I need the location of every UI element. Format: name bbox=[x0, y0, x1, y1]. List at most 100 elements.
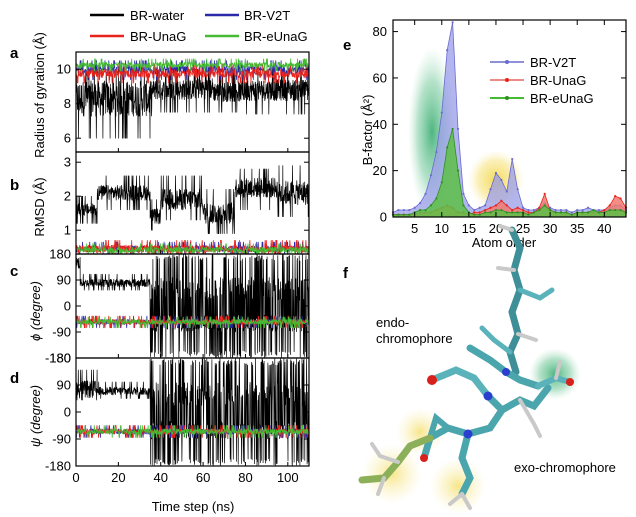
point-e-br-unag bbox=[489, 206, 492, 209]
ytick-label-b-2: 2 bbox=[64, 189, 71, 204]
point-e-br-eunag bbox=[505, 211, 508, 214]
series-a-br-eunag bbox=[76, 58, 309, 72]
series-a-br-unag bbox=[76, 63, 309, 84]
series-d-br-water bbox=[76, 358, 309, 466]
point-e-br-eunag bbox=[451, 127, 454, 131]
xtick-label-20: 20 bbox=[111, 470, 125, 485]
point-e-br-unag bbox=[516, 206, 519, 209]
xtick-label-0: 0 bbox=[72, 470, 79, 485]
point-e-br-v2t bbox=[494, 171, 498, 175]
panel-letter-c: c bbox=[10, 263, 18, 280]
point-e-br-v2t bbox=[586, 206, 590, 209]
ytick-label-c-180: 180 bbox=[49, 247, 71, 262]
point-e-br-eunag bbox=[402, 213, 405, 216]
point-e-br-v2t bbox=[424, 192, 427, 195]
atom-nitrogen-2 bbox=[463, 429, 473, 439]
legend-label-br-unag: BR-UnaG bbox=[130, 29, 186, 44]
atom-oxygen-1 bbox=[427, 375, 437, 385]
panel-letter-f: f bbox=[343, 265, 349, 282]
point-e-br-v2t bbox=[570, 211, 573, 214]
ytick-label-e-40: 40 bbox=[373, 117, 387, 132]
point-e-br-eunag bbox=[429, 204, 433, 207]
panel-d-traces bbox=[76, 358, 309, 466]
point-e-br-unag bbox=[619, 197, 622, 200]
xlabel-time-step: Time step (ns) bbox=[152, 499, 235, 514]
series-b-br-eunag bbox=[76, 243, 309, 254]
point-e-br-eunag bbox=[440, 181, 443, 184]
point-e-br-v2t bbox=[500, 178, 503, 182]
point-e-br-unag bbox=[494, 204, 498, 207]
point-e-br-eunag bbox=[549, 208, 552, 212]
point-e-br-v2t bbox=[511, 157, 514, 161]
panel-a-traces bbox=[76, 58, 309, 139]
xlabel-atom-order: Atom order bbox=[472, 235, 537, 250]
point-e-br-eunag bbox=[473, 213, 476, 216]
panel-b-traces bbox=[76, 165, 309, 254]
panel-b-plot: 1 2 3 bbox=[64, 151, 310, 255]
atom-oxygen-3 bbox=[566, 378, 574, 386]
panel-f-molecule: endo- chromophore exo-chromophore bbox=[358, 224, 616, 514]
legend-label-e-br-v2t: BR-V2T bbox=[530, 55, 576, 70]
ytick-label-e-80: 80 bbox=[373, 24, 387, 39]
point-e-br-v2t bbox=[402, 208, 405, 212]
point-e-br-unag bbox=[608, 204, 611, 207]
point-e-br-eunag bbox=[418, 208, 422, 212]
ytick-label-d-180: 180 bbox=[49, 351, 71, 366]
point-e-br-v2t bbox=[532, 208, 535, 212]
point-e-br-v2t bbox=[521, 206, 525, 209]
xtick-label-e-5: 5 bbox=[411, 221, 418, 236]
point-e-br-eunag bbox=[511, 211, 514, 214]
legend-marker-e-br-unag bbox=[505, 78, 509, 82]
point-e-br-eunag bbox=[538, 208, 541, 212]
ytick-label-b-1: 1 bbox=[64, 223, 71, 238]
point-e-br-v2t bbox=[576, 208, 579, 212]
point-e-br-v2t bbox=[440, 111, 443, 114]
ylabel-bfactor: B-factor (Å²) bbox=[360, 95, 375, 166]
point-e-br-v2t bbox=[456, 127, 460, 131]
xtick-label-40: 40 bbox=[153, 470, 167, 485]
point-e-br-unag bbox=[505, 204, 508, 207]
ylabel-psi: ψ (degree) bbox=[28, 385, 43, 447]
atom-nitrogen-3 bbox=[502, 368, 510, 376]
point-e-br-v2t bbox=[527, 208, 530, 212]
point-e-br-eunag bbox=[565, 211, 568, 214]
ytick-label-b-3: 3 bbox=[64, 155, 71, 170]
point-e-br-v2t bbox=[484, 204, 487, 207]
panel-letter-b: b bbox=[10, 177, 19, 194]
xtick-label-e-15: 15 bbox=[462, 221, 476, 236]
series-a-br-water bbox=[76, 68, 309, 139]
point-e-br-v2t bbox=[505, 190, 508, 193]
point-e-br-v2t bbox=[597, 208, 601, 212]
point-e-br-v2t bbox=[462, 192, 465, 195]
point-e-br-v2t bbox=[435, 151, 438, 154]
point-e-br-unag bbox=[614, 195, 617, 198]
point-e-br-eunag bbox=[619, 208, 622, 212]
panel-letter-e: e bbox=[343, 37, 351, 54]
ytick-label-c-180: -180 bbox=[45, 351, 71, 366]
xtick-label-e-30: 30 bbox=[543, 221, 557, 236]
point-e-br-eunag bbox=[462, 204, 465, 207]
point-e-br-eunag bbox=[532, 211, 535, 214]
panel-c-plot: 180 90 0 -90 -180 bbox=[45, 247, 310, 366]
ytick-label-e-60: 60 bbox=[373, 70, 387, 85]
legend-label-br-water: BR-water bbox=[130, 8, 185, 23]
series-c-br-water bbox=[76, 254, 309, 358]
point-e-br-eunag bbox=[489, 211, 492, 214]
ytick-label-e-0: 0 bbox=[380, 210, 387, 225]
point-e-br-eunag bbox=[543, 204, 546, 207]
point-e-br-v2t bbox=[473, 208, 476, 212]
xtick-label-100: 100 bbox=[277, 470, 299, 485]
point-e-br-eunag bbox=[446, 146, 449, 149]
point-e-br-v2t bbox=[429, 174, 433, 177]
point-e-br-eunag bbox=[592, 208, 595, 212]
ylabel-rmsd: RMSD (Å) bbox=[32, 177, 47, 236]
point-e-br-unag bbox=[500, 199, 503, 202]
point-e-br-eunag bbox=[478, 213, 481, 216]
point-e-br-eunag bbox=[500, 208, 503, 212]
label-endo-chromophore-line1: endo- bbox=[376, 315, 409, 330]
xtick-label-e-20: 20 bbox=[489, 221, 503, 236]
ylabel-phi: ϕ (degree) bbox=[28, 281, 43, 341]
point-e-br-v2t bbox=[467, 204, 470, 207]
